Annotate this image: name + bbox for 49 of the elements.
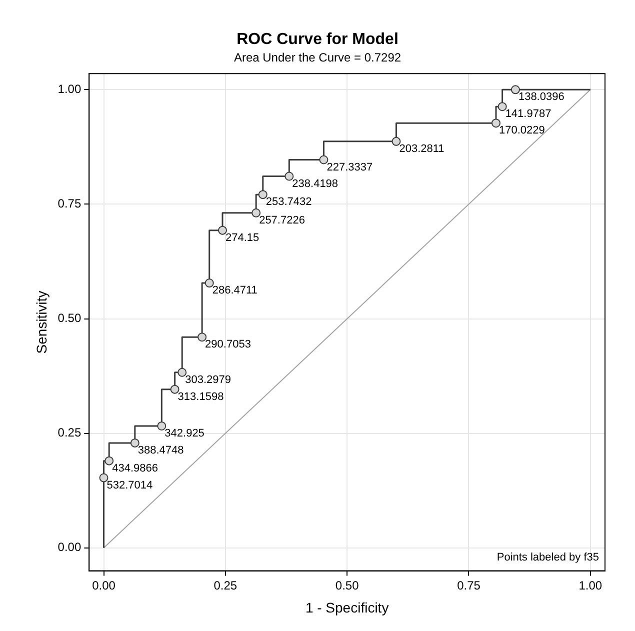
- point: [252, 208, 261, 218]
- annotation: 253.7432: [266, 196, 312, 208]
- annotation: 238.4198: [292, 178, 338, 190]
- point: [99, 473, 108, 482]
- point: [178, 368, 187, 377]
- point: [284, 172, 294, 181]
- point: [218, 226, 227, 235]
- annotation: 434.9866: [112, 462, 158, 474]
- annotation: 342.925: [164, 428, 204, 440]
- annotation: 274.15: [225, 232, 260, 244]
- point: [104, 456, 114, 466]
- y-tick-label: 0.50: [58, 311, 82, 326]
- annotation: 203.2811: [399, 142, 444, 155]
- point: [319, 155, 328, 164]
- x-tick-label: 0.50: [335, 578, 360, 592]
- annotation: 227.3337: [326, 161, 373, 174]
- annotation: 313.1598: [178, 390, 224, 403]
- y-axis-title: Sensitivity: [33, 290, 50, 354]
- point: [491, 118, 500, 128]
- annotation: 141.9787: [505, 108, 552, 120]
- y-tick-label: 1.00: [58, 82, 82, 96]
- annotation: 286.4711: [212, 284, 258, 297]
- y-tick-label: 0.25: [58, 426, 82, 440]
- point: [170, 384, 180, 394]
- annotation: Points labeled by f35: [496, 551, 599, 564]
- annotation: 388.4748: [138, 444, 184, 456]
- x-tick-label: 0.25: [214, 578, 238, 592]
- point: [198, 332, 207, 342]
- y-tick-label: 0.00: [58, 540, 82, 554]
- annotation: 290.7053: [205, 338, 251, 351]
- x-tick-label: 1.00: [578, 578, 602, 592]
- annotation: 170.0229: [498, 124, 545, 137]
- point: [510, 85, 520, 94]
- point: [130, 438, 140, 448]
- annotation: 138.0396: [518, 91, 564, 104]
- chart-title: ROC Curve for Model: [236, 31, 398, 48]
- annotation: 532.7014: [106, 479, 153, 492]
- x-axis-title: 1 - Specificity: [305, 599, 389, 616]
- annotation: 257.7226: [259, 214, 305, 226]
- y-tick-label: 0.75: [58, 196, 82, 211]
- point: [392, 136, 401, 146]
- point: [204, 278, 214, 288]
- point: [498, 102, 507, 112]
- point: [157, 421, 166, 430]
- chart-subtitle: Area Under the Curve = 0.7292: [234, 50, 402, 65]
- x-tick-label: 0.75: [457, 578, 481, 592]
- annotation: 303.2979: [185, 374, 231, 386]
- x-tick-label: 0.00: [92, 578, 116, 592]
- point: [258, 190, 268, 200]
